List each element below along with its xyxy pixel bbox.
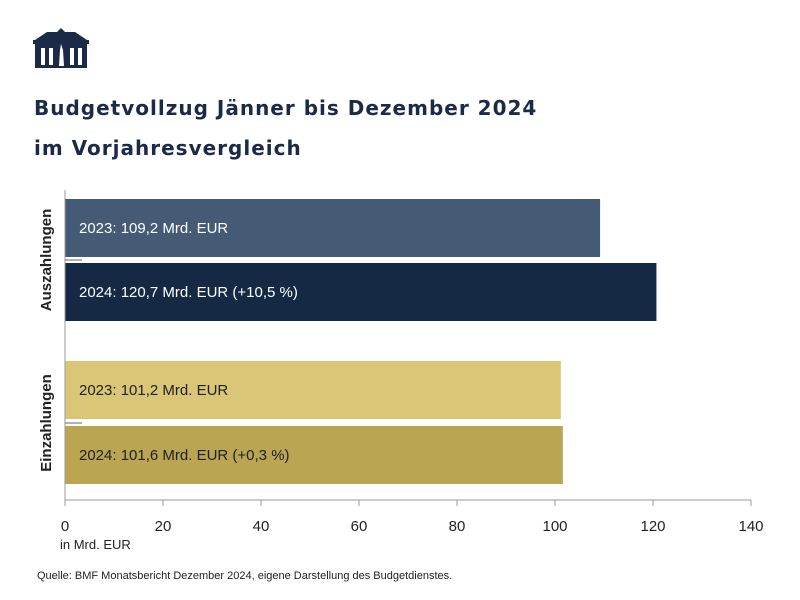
bar-einzahlungen-2024 — [65, 426, 563, 484]
bar-label: 2023: 109,2 Mrd. EUR — [79, 220, 228, 237]
x-tick-label: 100 — [542, 518, 567, 535]
bar-auszahlungen-2024 — [65, 263, 657, 321]
source-note: Quelle: BMF Monatsbericht Dezember 2024,… — [37, 570, 453, 582]
bar-label: 2024: 101,6 Mrd. EUR (+0,3 %) — [79, 447, 290, 464]
chart-title-line1: Budgetvollzug Jänner bis Dezember 2024 — [34, 96, 538, 120]
x-tick-label: 140 — [738, 518, 763, 535]
bar-auszahlungen-2023 — [65, 199, 601, 257]
parliament-logo-icon — [33, 28, 89, 68]
category-label: Auszahlungen — [38, 209, 55, 312]
x-tick-label: 80 — [449, 518, 466, 535]
x-tick-label: 120 — [640, 518, 665, 535]
x-tick-label: 0 — [61, 518, 69, 535]
bar-chart: 2023: 109,2 Mrd. EUR 2024: 120,7 Mrd. EUR… — [38, 190, 764, 552]
bar-label: 2024: 120,7 Mrd. EUR (+10,5 %) — [79, 284, 298, 301]
x-tick-label: 40 — [253, 518, 270, 535]
x-tick-label: 60 — [351, 518, 368, 535]
x-axis-label: in Mrd. EUR — [60, 537, 131, 552]
chart-title-line2: im Vorjahresvergleich — [34, 136, 302, 160]
x-tick-label: 20 — [155, 518, 172, 535]
bar-label: 2023: 101,2 Mrd. EUR — [79, 382, 228, 399]
bar-einzahlungen-2023 — [65, 361, 561, 419]
category-label: Einzahlungen — [38, 374, 55, 472]
